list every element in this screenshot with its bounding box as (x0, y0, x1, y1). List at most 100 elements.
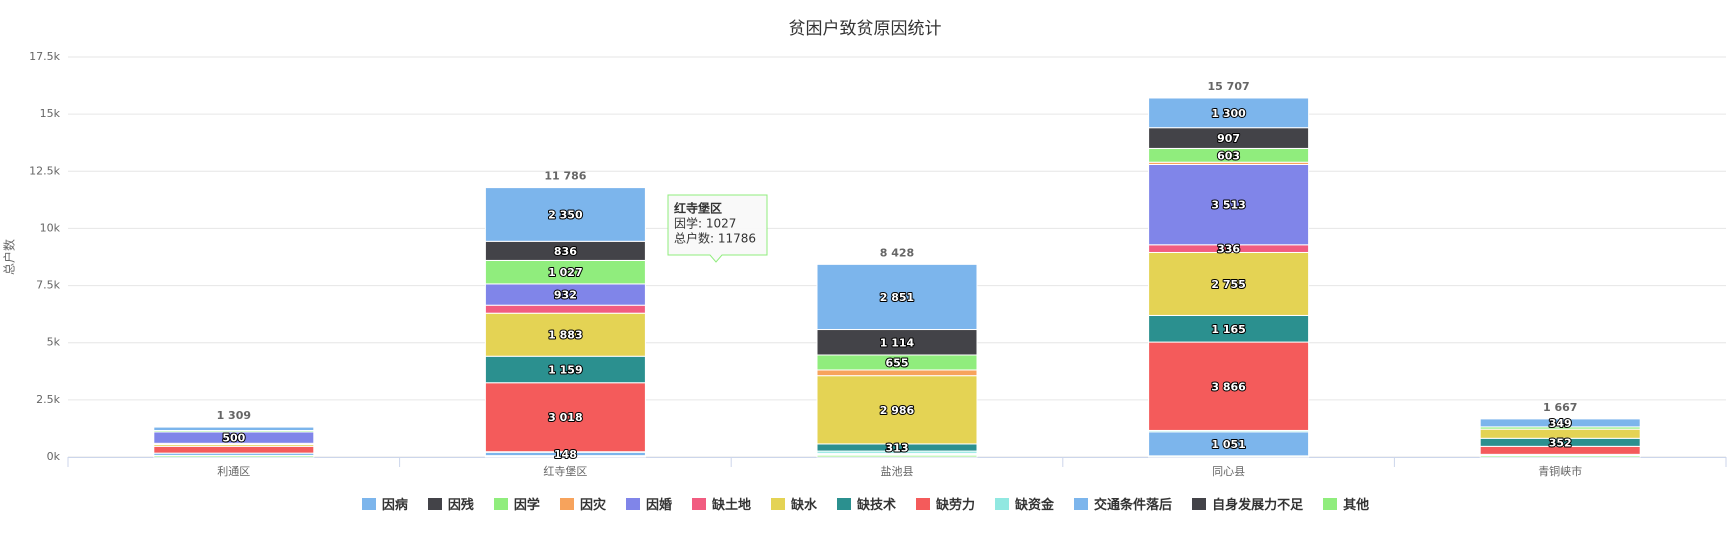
legend-item[interactable]: 因残 (427, 494, 474, 513)
data-label: 1 883 (548, 329, 582, 342)
bar-segment (1148, 251, 1310, 316)
chart-title: 贫困户致贫原因统计 (789, 19, 942, 39)
legend-item[interactable]: 缺资金 (995, 494, 1054, 513)
tooltip-line: 总户数: 11786 (674, 231, 756, 246)
data-label: 1 027 (548, 266, 582, 279)
x-tick-label: 青铜峡市 (1538, 464, 1582, 478)
bar-segment (1148, 431, 1310, 457)
chart: 贫困户致贫原因统计 总户数 0k 2.5k 5k 7.5k 10k 12.5k 15k 17.… (2, 19, 1727, 478)
legend-label: 缺土地 (711, 498, 751, 513)
legend-item[interactable]: 交通条件落后 (1074, 494, 1172, 513)
data-label: 655 (886, 356, 909, 369)
legend-label: 自身发展力不足 (1212, 498, 1304, 513)
data-label: 313 (886, 442, 909, 455)
data-label: 1 114 (880, 336, 915, 349)
legend-item[interactable]: 缺技术 (837, 494, 896, 513)
bar-segment (816, 263, 978, 331)
data-label: 907 (1217, 132, 1240, 145)
legend-item[interactable]: 因婚 (625, 494, 672, 513)
y-tick-label: 0k (47, 450, 61, 463)
data-label: 1 165 (1211, 323, 1245, 336)
bar-segment (484, 355, 646, 384)
x-tick-label: 同心县 (1212, 465, 1245, 478)
stack-total-label: 8 428 (880, 246, 914, 259)
y-axis-title: 总户数 (2, 239, 17, 275)
legend-item[interactable]: 缺水 (770, 494, 817, 513)
data-label: 3 513 (1211, 199, 1245, 212)
legend-swatch (770, 497, 785, 510)
data-label: 3 866 (1211, 380, 1246, 393)
legend-item[interactable]: 缺土地 (691, 494, 751, 513)
bar-segment (484, 312, 646, 357)
data-label: 2 986 (880, 404, 915, 417)
legend-label: 缺技术 (857, 498, 897, 513)
y-tick-label: 5k (47, 336, 61, 349)
data-label: 500 (222, 432, 245, 445)
legend-label: 因残 (447, 498, 474, 513)
legend-item[interactable]: 其他 (1323, 494, 1369, 513)
y-tick-label: 12.5k (29, 164, 60, 177)
stack-total-label: 15 707 (1208, 80, 1250, 93)
bar-segment (1148, 341, 1310, 431)
bar-segment (816, 369, 978, 377)
legend-swatch (559, 497, 574, 510)
legend-label: 缺资金 (1015, 498, 1055, 513)
y-tick-label: 10k (40, 221, 61, 234)
legend-swatch (916, 497, 931, 510)
legend-label: 其他 (1343, 498, 1370, 513)
legend-label: 缺劳力 (936, 498, 976, 513)
stack-total-label: 11 786 (544, 170, 586, 183)
data-label: 336 (1217, 243, 1240, 256)
x-tick-label: 利通区 (217, 465, 250, 478)
legend-swatch (995, 497, 1010, 510)
data-label: 148 (554, 448, 577, 461)
legend-item[interactable]: 缺劳力 (916, 494, 975, 513)
legend-item[interactable]: 因学 (493, 494, 540, 513)
bar-segment (816, 375, 978, 445)
legend-label: 缺水 (790, 498, 817, 513)
bar-segment (1479, 418, 1641, 428)
bar-segment (484, 382, 646, 453)
data-label: 2 350 (548, 208, 583, 221)
bar-segment (484, 304, 646, 314)
legend-swatch (1323, 497, 1338, 510)
tooltip-box (667, 194, 768, 263)
legend-label: 因灾 (579, 498, 606, 513)
legend-item[interactable]: 因病 (361, 494, 408, 513)
data-label: 352 (1549, 436, 1572, 449)
legend-swatch (625, 497, 640, 510)
legend-label: 因婚 (645, 498, 672, 513)
tooltip-title: 红寺堡区 (674, 201, 722, 216)
legend-swatch (427, 497, 442, 510)
x-tick-label: 红寺堡区 (543, 464, 587, 478)
data-label: 2 851 (880, 291, 914, 304)
y-tick-label: 2.5k (36, 393, 60, 406)
bar-segment (1148, 314, 1310, 343)
legend-label: 因学 (513, 498, 540, 513)
legend-swatch (1192, 497, 1207, 510)
data-label: 1 159 (548, 363, 582, 376)
bar-segment (484, 187, 646, 242)
legend-item[interactable]: 因灾 (559, 494, 606, 513)
legend-item[interactable]: 自身发展力不足 (1192, 494, 1303, 513)
data-label: 2 755 (1211, 278, 1245, 291)
bar-segment (1148, 163, 1310, 246)
data-label: 3 018 (548, 411, 582, 424)
legend: 因病 因残 因学 因灾 因婚 缺土地 缺水 缺技术 缺劳力 缺资金 交通条件落后 自身发展力不足 其他 (0, 494, 1731, 513)
y-tick-label: 17.5k (29, 50, 60, 63)
stack-total-label: 1 667 (1543, 401, 1577, 414)
bar-segment (153, 426, 315, 432)
y-tick-label: 15k (40, 107, 61, 120)
legend-swatch (1074, 497, 1089, 510)
legend-label: 因病 (381, 498, 408, 513)
bar-segment (1148, 97, 1310, 129)
tooltip-line: 因学: 1027 (674, 216, 736, 231)
data-label: 836 (554, 245, 577, 258)
legend-swatch (361, 497, 376, 510)
x-tick-label: 盐池县 (881, 465, 914, 478)
legend-label: 交通条件落后 (1094, 498, 1173, 513)
legend-swatch (837, 497, 851, 510)
data-label: 1 051 (1211, 438, 1245, 451)
